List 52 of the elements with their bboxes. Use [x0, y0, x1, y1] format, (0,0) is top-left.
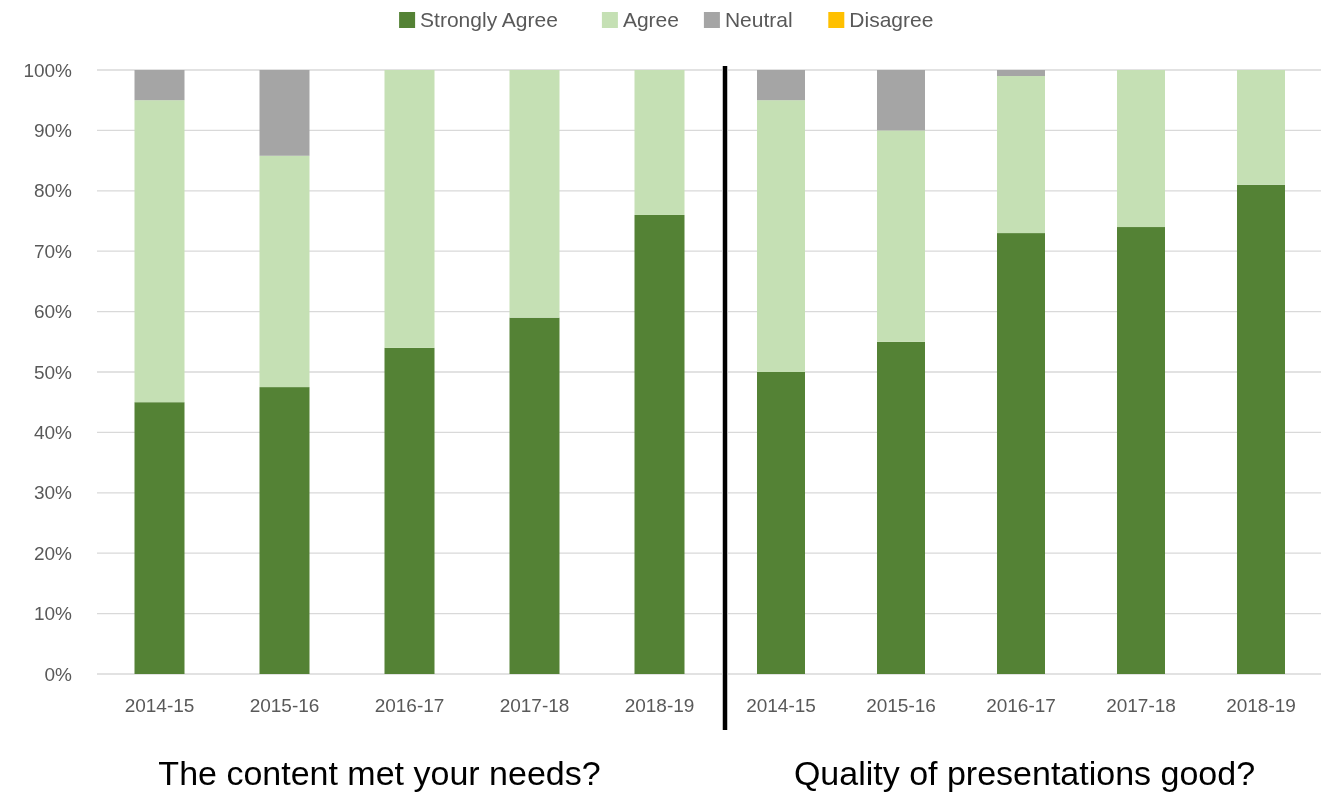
y-tick-label: 80% — [33, 180, 73, 202]
bar — [877, 130, 925, 342]
bar — [877, 70, 925, 131]
bar — [384, 347, 435, 674]
bar — [1237, 70, 1285, 185]
bar — [997, 233, 1045, 674]
bar — [877, 341, 925, 674]
text: Quality of presentations good? — [793, 754, 1256, 792]
bar — [1117, 70, 1165, 228]
bar — [134, 100, 185, 403]
x-tick-label: 2016-17 — [986, 695, 1056, 716]
x-tick-label: 2014-15 — [124, 695, 195, 716]
x-tick-label: 2017-18 — [499, 695, 570, 716]
y-tick-label: 40% — [33, 422, 73, 444]
bar — [509, 70, 560, 318]
x-tick-label: 2014-15 — [746, 695, 816, 716]
bar — [757, 70, 805, 101]
legend-label: Neutral — [724, 8, 793, 32]
bar — [634, 70, 685, 215]
bar — [1117, 227, 1165, 674]
y-tick-label: 60% — [33, 301, 73, 323]
y-tick-label: 70% — [33, 240, 73, 262]
bar — [997, 70, 1045, 77]
bar — [757, 100, 805, 372]
y-tick-label: 10% — [33, 603, 73, 625]
bar — [757, 372, 805, 674]
x-tick-label: 2017-18 — [1106, 695, 1176, 716]
bar — [509, 317, 560, 674]
bar — [384, 70, 435, 348]
legend-label: Strongly Agree — [420, 8, 558, 32]
x-tick-label: 2015-16 — [249, 695, 320, 716]
x-tick-label: 2018-19 — [1226, 695, 1296, 716]
bar — [259, 155, 310, 388]
bar — [997, 76, 1045, 234]
x-tick-label: 2018-19 — [624, 695, 695, 716]
bar — [259, 70, 310, 156]
bar — [259, 387, 310, 674]
y-tick-label: 50% — [33, 361, 73, 383]
legend-label: Disagree — [849, 8, 934, 32]
y-tick-label: 20% — [33, 542, 73, 564]
y-tick-label: 0% — [44, 663, 73, 685]
x-tick-label: 2015-16 — [866, 695, 936, 716]
bar — [634, 214, 685, 674]
bar — [134, 70, 185, 101]
text: The content met your needs? — [158, 754, 601, 792]
bar — [134, 402, 185, 674]
y-tick-label: 30% — [33, 482, 73, 504]
y-tick-label: 90% — [33, 120, 73, 142]
y-tick-label: 100% — [23, 59, 73, 81]
legend-label: Agree — [622, 8, 679, 32]
bar — [1237, 184, 1285, 674]
x-tick-label: 2016-17 — [374, 695, 445, 716]
